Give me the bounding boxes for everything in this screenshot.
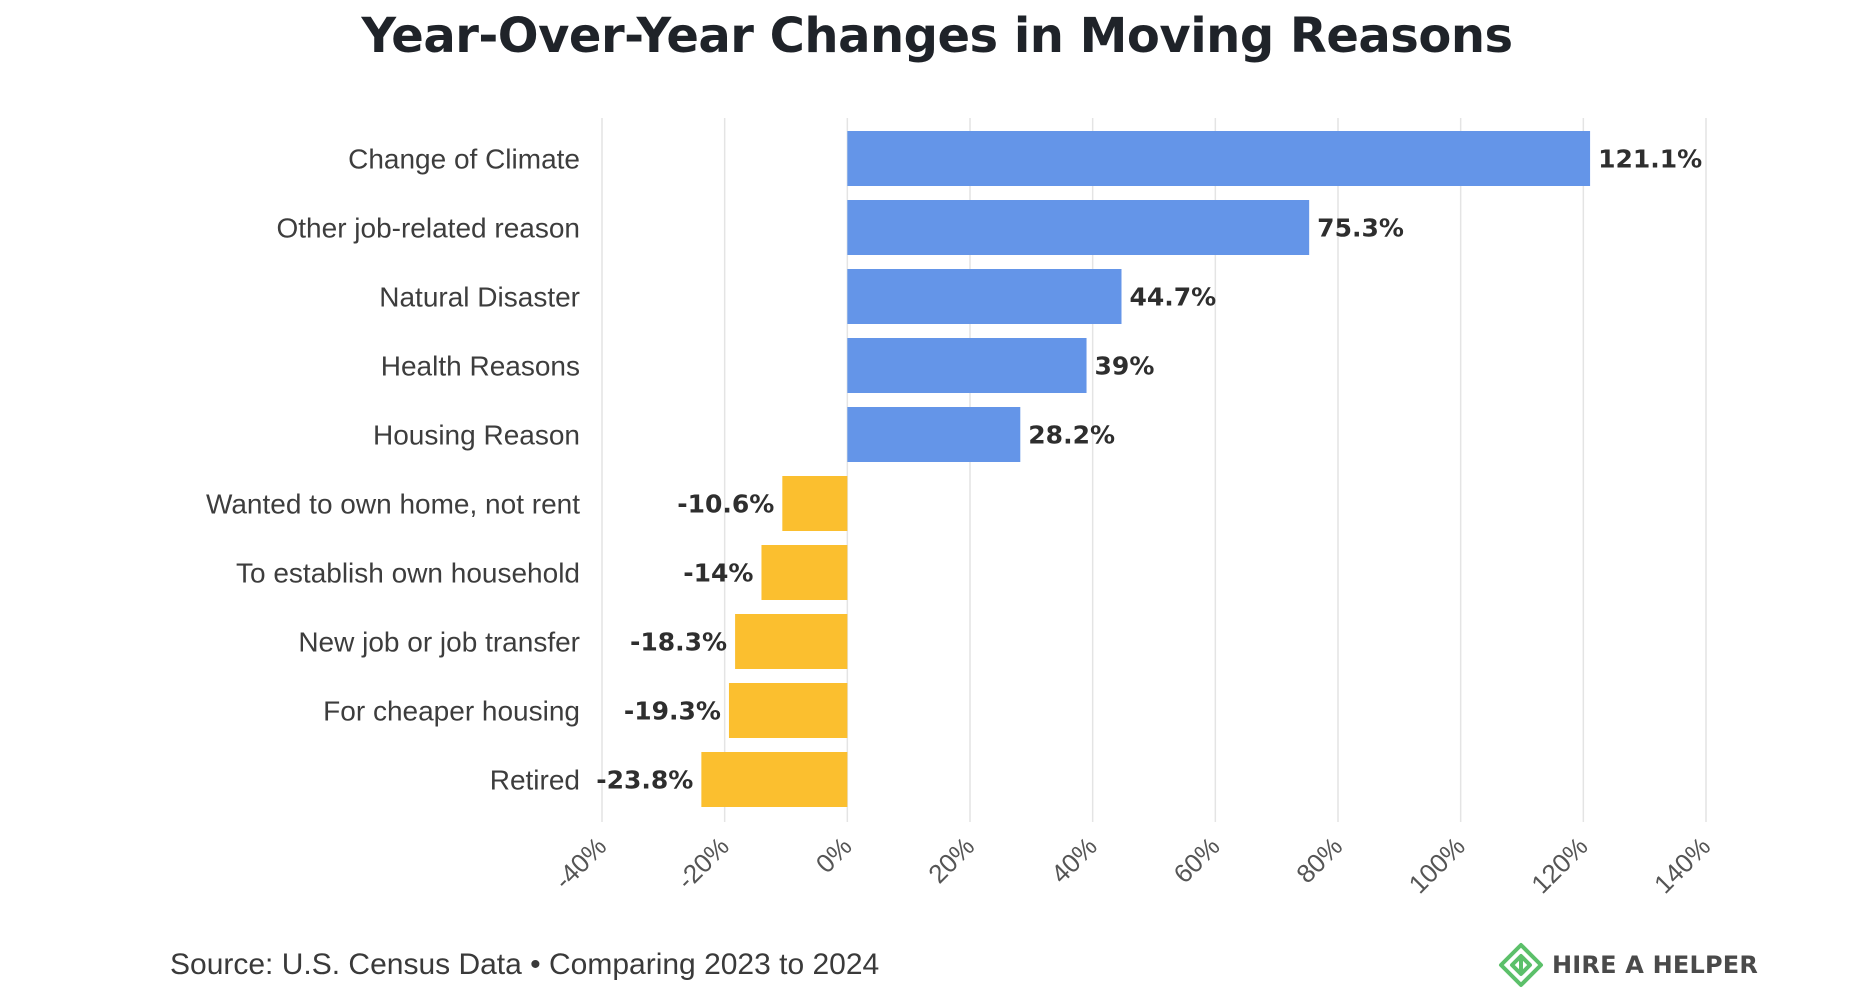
logo-text: HIRE A HELPER — [1552, 951, 1759, 979]
bar — [847, 131, 1591, 186]
x-tick-label: 120% — [1525, 831, 1593, 899]
value-label: -10.6% — [677, 490, 774, 519]
bar — [847, 407, 1021, 462]
category-label: Health Reasons — [381, 351, 580, 382]
bar — [782, 476, 848, 531]
x-tick-label: -40% — [548, 831, 612, 895]
x-tick-label: 0% — [810, 831, 858, 879]
x-tick-label: 60% — [1168, 831, 1226, 889]
x-tick-label: 140% — [1648, 831, 1716, 899]
bar — [847, 338, 1087, 393]
x-tick-label: 20% — [922, 831, 980, 889]
category-label: To establish own household — [236, 558, 580, 589]
bar-chart: Change of Climate 121.1% Other job-related… — [206, 118, 1716, 899]
bar — [761, 545, 848, 600]
value-label: 121.1% — [1598, 145, 1702, 174]
category-label: Natural Disaster — [379, 282, 580, 313]
x-tick-label: -20% — [671, 831, 735, 895]
bar — [847, 200, 1310, 255]
value-label: -14% — [683, 559, 753, 588]
hire-a-helper-logo-icon — [1499, 943, 1543, 987]
bar — [728, 683, 848, 738]
label-layer: Change of Climate 121.1% Other job-related… — [206, 144, 1702, 796]
category-label: Retired — [490, 765, 580, 796]
x-tick-label: 80% — [1290, 831, 1348, 889]
value-label: -23.8% — [596, 766, 693, 795]
chart-title: Year-Over-Year Changes in Moving Reasons — [361, 8, 1513, 64]
bar — [847, 269, 1122, 324]
category-label: Change of Climate — [348, 144, 580, 175]
x-tick-label: 100% — [1403, 831, 1471, 899]
value-label: -18.3% — [630, 628, 727, 657]
value-label: 44.7% — [1129, 283, 1216, 312]
value-label: 39% — [1095, 352, 1155, 381]
bar — [735, 614, 848, 669]
value-label: 75.3% — [1317, 214, 1404, 243]
value-label: 28.2% — [1028, 421, 1115, 450]
category-label: Wanted to own home, not rent — [206, 489, 580, 520]
source-note: Source: U.S. Census Data • Comparing 202… — [170, 948, 880, 981]
category-label: Other job-related reason — [276, 213, 580, 244]
bar-layer — [701, 131, 1591, 807]
category-label: For cheaper housing — [323, 696, 580, 727]
category-label: Housing Reason — [373, 420, 580, 451]
category-label: New job or job transfer — [298, 627, 580, 658]
bar — [701, 752, 848, 807]
tick-layer: -40% -20% 0% 20% 40% 60% 80% 100% 120% 140% — [548, 831, 1716, 899]
x-tick-label: 40% — [1045, 831, 1103, 889]
value-label: -19.3% — [624, 697, 721, 726]
brand-logo[interactable]: HIRE A HELPER — [1498, 940, 1758, 990]
